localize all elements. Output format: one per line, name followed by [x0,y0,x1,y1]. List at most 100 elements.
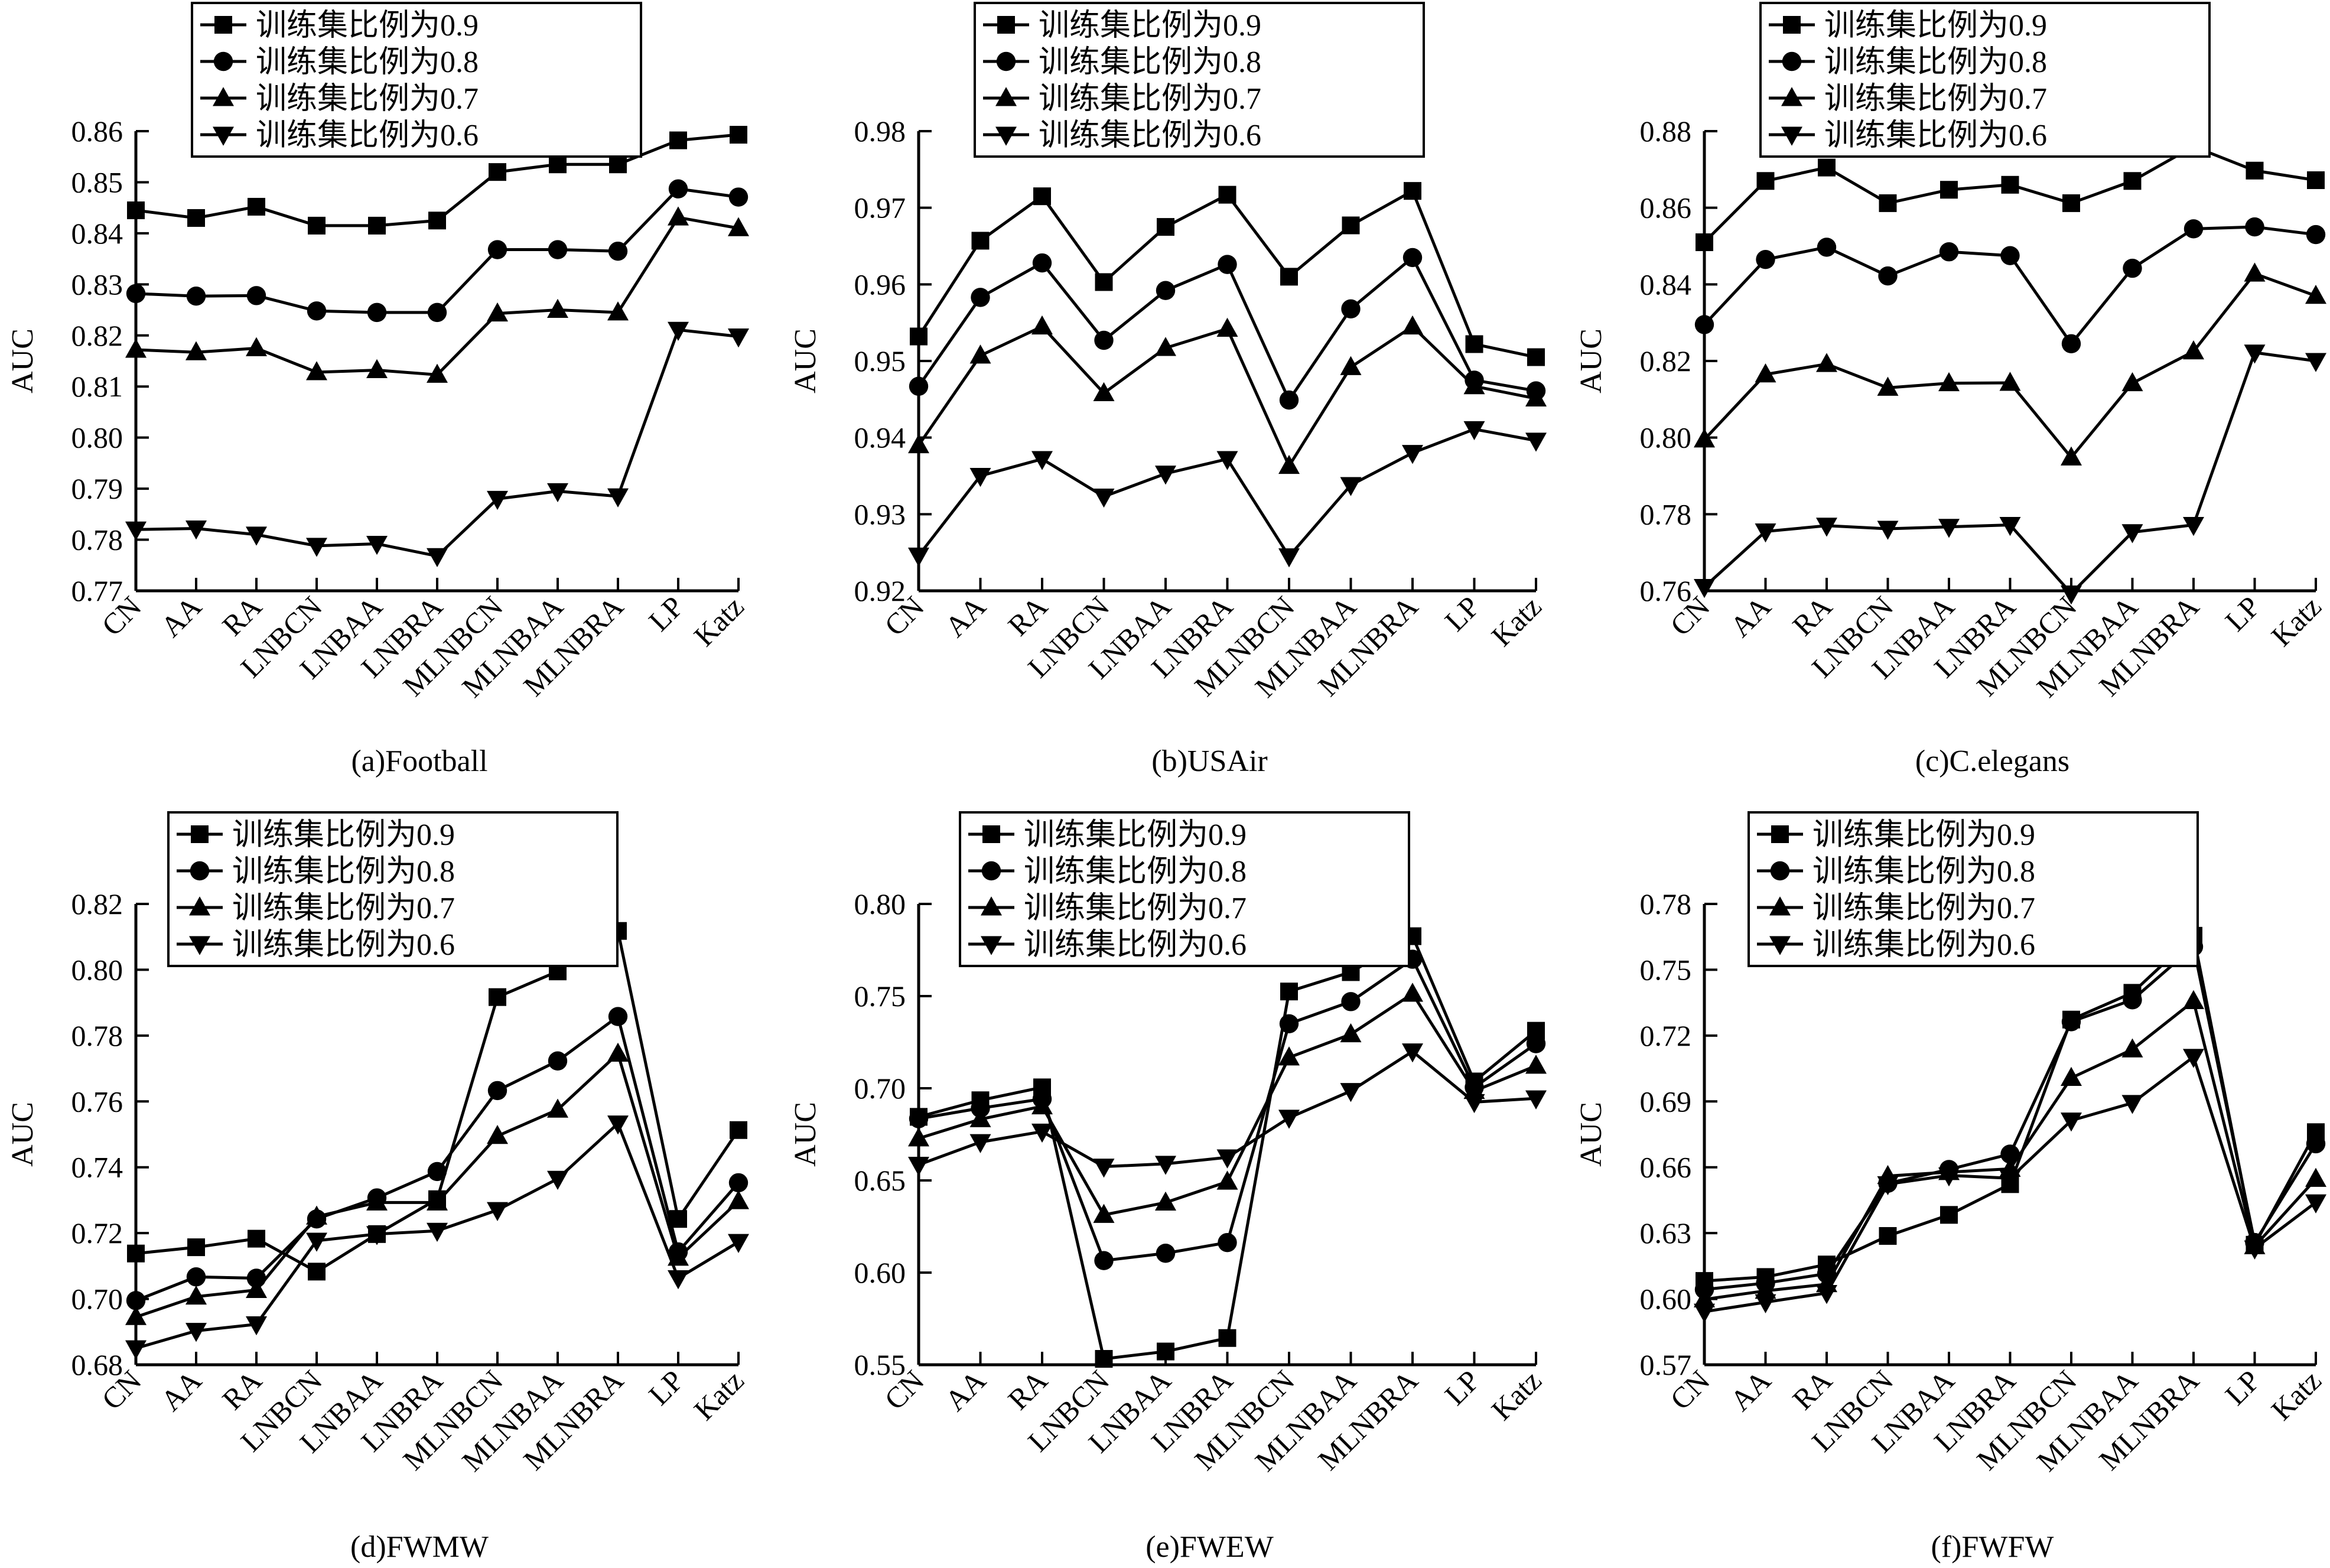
data-point-3 [547,1098,568,1118]
data-point-4 [487,1202,508,1221]
data-point-2 [1939,242,1959,262]
chart-panel-1: 0.77 0.78 0.79 0.80 0.81 0.82 0.83 0.84 0.85 0.86… [6,2,750,778]
data-point-3 [1093,382,1115,401]
series-line-4 [917,427,1537,559]
series-line-4 [918,1049,1537,1169]
data-point-3 [366,1191,388,1211]
data-point-3 [1525,387,1547,407]
data-point-4 [1816,518,1837,537]
data-point-4 [1938,1167,1960,1187]
data-point-4 [547,1170,568,1190]
data-point-3 [2183,340,2204,360]
legend-marker-4 [1769,936,1791,955]
chart-caption: (e)FWEW [1146,1530,1274,1564]
data-point-3 [427,1191,448,1211]
y-tick-label: 0.72 [1640,1019,1692,1052]
legend-label: 训练集比例为0.6 [1812,928,2035,962]
data-point-4 [1877,1176,1899,1196]
data-point-1 [1218,1329,1236,1347]
data-point-1 [368,216,386,235]
data-point-3 [1877,376,1899,396]
data-point-3 [427,363,448,383]
data-point-4 [969,468,991,487]
data-point-4 [607,488,629,508]
data-point-3 [306,1205,327,1225]
data-point-3 [2121,1038,2143,1058]
y-tick-label: 0.98 [854,115,906,148]
legend-marker-1 [214,16,232,34]
series-line-1 [1704,932,2318,1283]
data-point-4 [246,526,267,546]
legend-label: 训练集比例为0.9 [1812,818,2035,852]
data-point-2 [307,301,327,321]
y-tick-label: 0.80 [71,953,123,986]
data-point-3 [1278,454,1300,474]
y-tick-label: 0.79 [71,472,123,505]
y-tick-label: 0.83 [71,268,123,301]
legend-box [974,2,1425,158]
data-point-3 [728,217,749,236]
y-tick-label: 0.84 [71,217,123,250]
data-point-4 [668,1270,689,1290]
data-point-4 [2061,585,2082,605]
data-point-4 [1938,519,1960,538]
legend-marker-2 [213,51,233,71]
data-point-4 [1093,489,1115,508]
data-point-4 [1155,1156,1176,1175]
series-line-2 [1703,225,2316,346]
data-point-3 [1340,1023,1362,1043]
data-point-1 [1756,172,1775,190]
y-tick-label: 0.78 [71,523,123,557]
data-point-4 [1816,1285,1837,1305]
legend-marker-3 [995,87,1017,106]
data-point-3 [2183,990,2204,1010]
x-tick-label: AA [1724,1364,1778,1417]
data-point-2 [2306,1134,2326,1154]
data-point-1 [910,327,928,346]
x-tick-label: LP [1438,590,1486,637]
x-tick-label: Katz [1485,1364,1547,1426]
data-point-3 [1463,375,1485,395]
legend-marker-4 [213,126,234,146]
data-point-1 [2062,194,2080,212]
data-point-2 [427,302,447,323]
legend-label: 训练集比例为0.9 [256,9,479,43]
data-point-4 [306,1232,327,1252]
series-line-1 [135,928,740,1274]
chart-caption: (c)C.elegans [1915,744,2069,778]
y-axis-label: AUC [1574,1102,1608,1167]
data-point-1 [1404,182,1421,200]
legend-marker-3 [189,896,210,916]
data-point-3 [186,341,207,360]
data-point-2 [487,1081,507,1101]
y-tick-label: 0.78 [71,1019,123,1052]
x-tick-label: LP [642,590,690,637]
data-point-3 [2244,262,2266,282]
data-point-2 [1341,299,1361,319]
legend-label: 训练集比例为0.8 [1812,855,2035,889]
y-tick-label: 0.75 [1640,953,1692,986]
data-point-4 [547,483,568,503]
data-point-4 [427,548,448,567]
data-point-3 [306,361,327,380]
data-point-4 [1340,1083,1362,1102]
y-tick-label: 0.77 [71,574,123,607]
data-point-3 [1755,363,1776,383]
legend-label: 训练集比例为0.7 [1824,82,2047,116]
y-axis-label: AUC [6,1102,40,1167]
x-tick-label: Katz [2264,590,2327,652]
data-point-3 [607,1042,629,1062]
y-tick-label: 0.55 [854,1348,906,1381]
legend-label: 训练集比例为0.6 [1039,119,1261,152]
y-tick-label: 0.68 [71,1348,123,1381]
data-point-4 [1999,516,2021,536]
data-point-2 [548,240,568,259]
data-point-1 [2001,175,2019,194]
data-point-4 [125,1340,147,1359]
data-point-4 [2305,1194,2326,1214]
